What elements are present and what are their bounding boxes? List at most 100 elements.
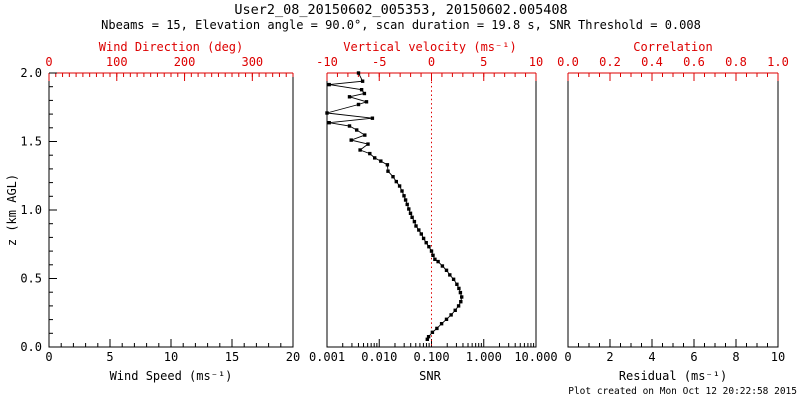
y-tick-label: 0.5 (20, 272, 42, 286)
x-top-tick-label: -5 (372, 55, 386, 69)
snr-profile-marker (402, 194, 406, 198)
snr-profile-marker (419, 232, 423, 236)
x-top-tick-label: 10 (529, 55, 543, 69)
y-tick-label: 2.0 (20, 66, 42, 80)
y-tick-label: 0.0 (20, 340, 42, 354)
axis-title-residual: Residual (ms⁻¹) (618, 369, 728, 383)
snr-profile-marker (370, 116, 375, 120)
x-tick-label: 0 (564, 350, 571, 364)
snr-profile-marker (359, 88, 364, 92)
snr-profile-marker (327, 82, 331, 87)
snr-profile-marker (386, 169, 390, 173)
x-top-tick-label: 0.2 (599, 55, 621, 69)
x-tick-label: 5 (106, 350, 113, 364)
snr-profile-marker (366, 142, 370, 146)
snr-profile-marker (433, 257, 437, 261)
snr-profile-marker (444, 317, 449, 321)
snr-profile-marker (449, 313, 453, 317)
snr-profile-marker (435, 326, 439, 331)
snr-profile-marker (439, 322, 444, 326)
snr-profile-marker (356, 102, 361, 107)
snr-profile-marker (373, 156, 377, 160)
x-tick-label: 20 (286, 350, 300, 364)
snr-profile-marker (356, 71, 361, 75)
snr-profile-marker (325, 111, 329, 115)
x-top-tick-label: 100 (106, 55, 128, 69)
x-tick-label: 15 (225, 350, 239, 364)
x-top-tick-label: 0.8 (725, 55, 747, 69)
snr-profile-marker (426, 335, 431, 339)
x-top-tick-label: 0.4 (641, 55, 663, 69)
snr-profile-line (326, 72, 463, 340)
snr-profile-marker (327, 121, 331, 125)
x-top-tick-label: 1.0 (767, 55, 789, 69)
snr-profile-marker (349, 138, 353, 142)
snr-profile-marker (408, 211, 413, 215)
snr-profile-marker (417, 228, 421, 232)
y-tick-label: 1.0 (20, 203, 42, 217)
x-tick-label: 0 (45, 350, 52, 364)
snr-profile-marker (457, 286, 461, 291)
snr-profile-marker (458, 290, 463, 295)
x-tick-label: 0.010 (361, 350, 397, 364)
axis-title-correlation: Correlation (633, 40, 713, 54)
x-tick-label: 10 (771, 350, 785, 364)
snr-profile-marker (400, 189, 404, 193)
snr-profile-marker (451, 277, 456, 281)
x-top-tick-label: 0 (428, 55, 435, 69)
x-top-tick-label: 0.0 (557, 55, 579, 69)
snr-profile-marker (347, 95, 352, 99)
x-tick-label: 1.000 (466, 350, 502, 364)
snr-profile-marker (391, 175, 395, 179)
snr-profile-marker (430, 330, 435, 334)
axis-title-height: z (km AGL) (5, 173, 19, 247)
snr-profile-marker (405, 202, 409, 207)
snr-profile-marker (360, 79, 365, 83)
x-tick-label: 6 (690, 350, 697, 364)
axis-title-snr: SNR (419, 369, 441, 383)
snr-profile-marker (444, 268, 449, 272)
snr-profile-marker (460, 295, 464, 299)
x-top-tick-label: 5 (480, 55, 487, 69)
snr-profile-marker (429, 249, 434, 253)
axis-title-wind-speed: Wind Speed (ms⁻¹) (109, 369, 233, 383)
snr-profile-marker (453, 308, 457, 312)
x-tick-label: 10 (164, 350, 178, 364)
snr-profile-marker (456, 304, 461, 308)
snr-profile-marker (394, 179, 398, 184)
snr-profile-marker (363, 133, 367, 137)
x-tick-label: 8 (732, 350, 739, 364)
snr-profile-marker (414, 224, 418, 228)
snr-profile-marker (358, 148, 362, 152)
axis-title-wind-direction: Wind Direction (deg) (98, 40, 244, 54)
figure-title: User2_08_20150602_005353, 20150602.00540… (234, 2, 568, 18)
x-top-tick-label: 0.6 (683, 55, 705, 69)
residual-panel-frame (567, 73, 779, 348)
snr-profile-marker (436, 259, 440, 264)
snr-profile-marker (424, 241, 428, 245)
snr-profile-marker (403, 198, 408, 202)
snr-profile-marker (455, 282, 459, 286)
snr-profile-marker (412, 219, 417, 224)
snr-profile-marker (355, 128, 359, 132)
x-top-tick-label: -10 (316, 55, 338, 69)
snr-profile-marker (440, 264, 445, 268)
wind-speed-panel-frame (48, 73, 294, 348)
snr-profile-marker (407, 207, 411, 211)
snr-profile-marker (397, 184, 402, 188)
snr-profile-marker (364, 100, 369, 104)
snr-profile-marker (379, 159, 383, 163)
x-tick-label: 4 (648, 350, 655, 364)
snr-profile-marker (425, 337, 429, 341)
snr-profile-marker (431, 253, 435, 257)
x-tick-label: 10.000 (514, 350, 557, 364)
x-tick-label: 2 (606, 350, 613, 364)
figure-subtitle: Nbeams = 15, Elevation angle = 90.0°, sc… (101, 18, 701, 32)
snr-profile-marker (368, 151, 372, 156)
axis-title-vertical-velocity: Vertical velocity (ms⁻¹) (343, 40, 517, 54)
x-top-tick-label: 300 (241, 55, 263, 69)
x-top-tick-label: 0 (45, 55, 52, 69)
snr-profile-marker (427, 245, 431, 249)
